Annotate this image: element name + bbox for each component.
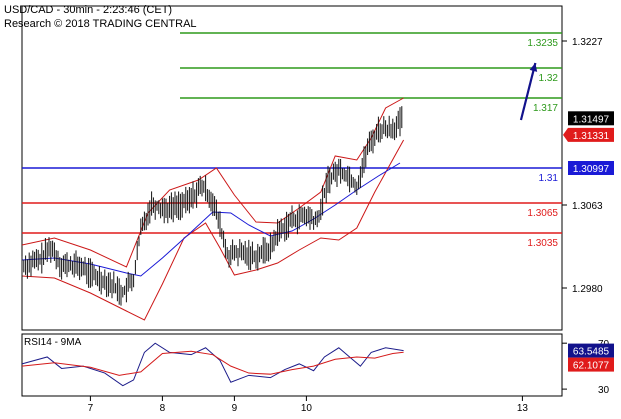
rsi-series-0 bbox=[21, 342, 404, 387]
rsi-ma-value-tag: 62.1077 bbox=[573, 361, 610, 372]
chart-title: USD/CAD - 30min - 2:23:46 (CET) bbox=[4, 4, 173, 16]
x-tick-label: 9 bbox=[232, 403, 238, 414]
x-tick-label: 7 bbox=[88, 403, 94, 414]
last-price-tag: 1.31497 bbox=[573, 114, 610, 125]
price-bars bbox=[21, 106, 403, 306]
rsi-title: RSI14 - 9MA bbox=[24, 337, 82, 348]
copyright-line: Research © 2018 TRADING CENTRAL bbox=[4, 18, 197, 30]
level-label-2: 1.317 bbox=[533, 103, 558, 114]
rsi-ma-value-box bbox=[568, 357, 614, 372]
rsi-value-box bbox=[568, 343, 614, 358]
rsi-series-1 bbox=[21, 350, 404, 376]
x-tick-label: 8 bbox=[160, 403, 166, 414]
bollinger-upper bbox=[21, 97, 404, 268]
last-price-box bbox=[568, 111, 614, 126]
y-tick-label: 1.3063 bbox=[572, 201, 603, 212]
rsi-y-tick-label: 30 bbox=[598, 385, 610, 396]
rsi-plot-frame bbox=[21, 333, 563, 397]
level-label-0: 1.3235 bbox=[527, 38, 558, 49]
level-label-3: 1.31 bbox=[539, 173, 559, 184]
forecast-arrow-shaft bbox=[519, 62, 537, 121]
price-panel: 1.3235 1.32 1.317 1.31 1.30997 1.3065 1.3035 1.… bbox=[21, 5, 614, 331]
x-axis: 7 8 9 10 13 bbox=[88, 396, 529, 414]
pivot-price-tag: 1.30997 bbox=[568, 161, 614, 175]
rsi-value-tag: 63.5485 bbox=[573, 347, 610, 358]
y-tick-label: 1.2980 bbox=[572, 284, 603, 295]
y-tick-label: 1.3227 bbox=[572, 37, 603, 48]
bollinger-lower bbox=[21, 139, 405, 321]
forecast-arrow-head bbox=[529, 63, 538, 72]
level-label-1: 1.32 bbox=[539, 73, 559, 84]
x-tick-label: 13 bbox=[517, 403, 529, 414]
pivot-tag-text: 1.30997 bbox=[573, 164, 610, 175]
level-label-5: 1.3035 bbox=[527, 238, 558, 249]
pivot-tag-box bbox=[568, 161, 614, 175]
level-label-4: 1.3065 bbox=[527, 208, 558, 219]
moving-average bbox=[21, 162, 401, 277]
red-price-box bbox=[563, 127, 614, 142]
x-tick-label: 10 bbox=[301, 403, 313, 414]
red-price-tag: 1.31331 bbox=[573, 131, 610, 142]
